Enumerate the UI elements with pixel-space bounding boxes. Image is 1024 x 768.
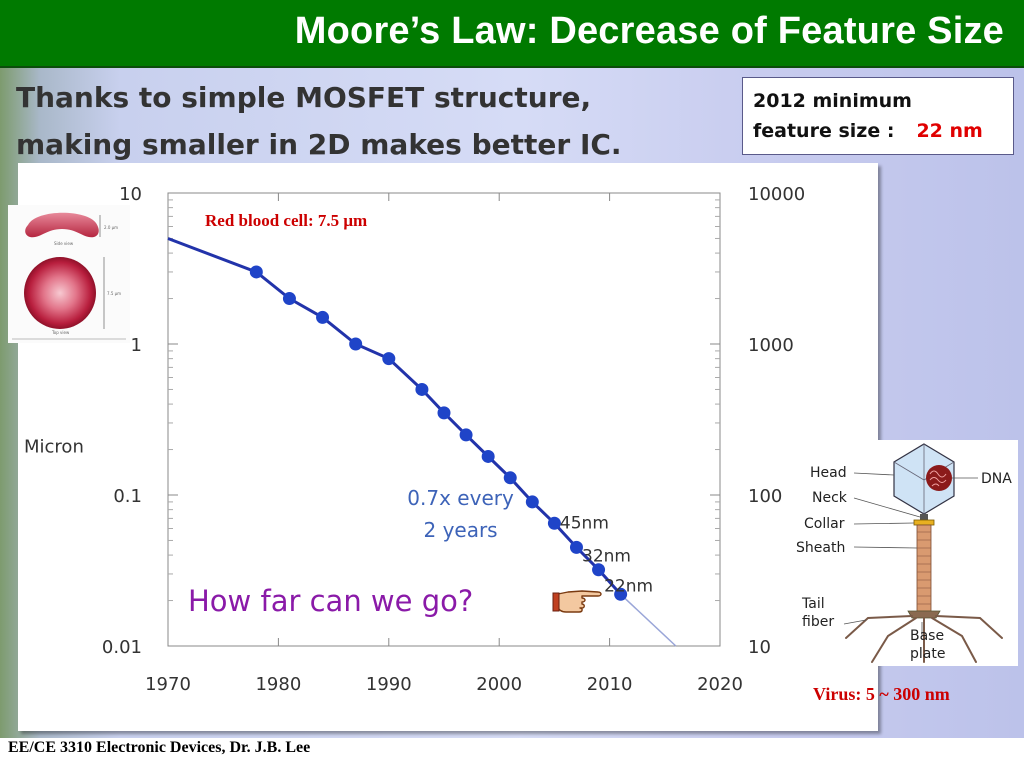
data-point [316,310,330,324]
y-axis-label-left: Micron [24,437,84,458]
data-point [349,337,363,351]
x-tick-label: 1970 [145,674,191,695]
y-tick-label-right: 10000 [748,184,805,205]
virus-label-dna: DNA [981,471,1012,487]
node-label-45nm: 45nm [560,513,609,533]
y-tick-label-left: 0.01 [102,637,142,658]
data-point [503,471,517,485]
plot-frame [167,192,721,647]
virus-label-head: Head [810,465,847,481]
pointing-hand-icon [552,586,604,616]
data-point [459,428,473,442]
data-point [569,540,583,554]
y-tick-label-right: 1000 [748,335,794,356]
data-point [282,292,296,306]
virus-label-tail: Tail [801,596,825,612]
feature-size-box: 2012 minimum feature size : 22 nm [742,77,1014,155]
feature-size-line-2: feature size : [753,120,895,142]
subtitle-line-1: Thanks to simple MOSFET structure, [16,81,592,114]
series-line [167,237,622,596]
data-point [415,382,429,396]
chart-panel: 1970 1980 1990 2000 2010 2020 10 1 0.1 0.01 10000 1… [18,163,878,731]
x-tick-label: 2020 [697,674,743,695]
data-point [249,265,263,279]
y-tick-label-right: 10 [748,637,771,658]
feature-size-line-1: 2012 minimum [753,90,912,112]
red-blood-cell-image: 2.0 µm Side view 7.5 µm Top view [8,205,130,343]
virus-caption: Virus: 5 ~ 300 nm [813,684,950,704]
title-bar: Moore’s Law: Decrease of Feature Size [0,0,1024,68]
virus-label-sheath: Sheath [796,540,845,556]
subtitle: Thanks to simple MOSFET structure, makin… [16,74,716,168]
page-title: Moore’s Law: Decrease of Feature Size [294,10,1004,52]
virus-label-base: Base [910,628,944,644]
svg-text:Top view: Top view [51,330,70,335]
extrapolation-line [620,593,677,647]
y-tick-label-left: 1 [131,335,142,356]
footer: EE/CE 3310 Electronic Devices, Dr. J.B. … [8,739,311,756]
question-text: How far can we go? [188,584,474,618]
data-point [437,406,451,420]
rate-annotation-line-1: 0.7x every [407,486,514,510]
virus-label-collar: Collar [804,516,845,532]
node-label-22nm: 22nm [604,577,653,597]
moores-law-chart: 1970 1980 1990 2000 2010 20201010.10.01100001… [24,184,862,695]
svg-text:7.5 µm: 7.5 µm [107,291,121,296]
virus-label-fiber: fiber [802,614,834,630]
x-tick-label: 2010 [587,674,633,695]
node-label-32nm: 32nm [582,546,631,566]
subtitle-line-2: making smaller in 2D makes better IC. [16,128,622,161]
data-point [592,563,606,577]
svg-text:2.0 µm: 2.0 µm [104,225,118,230]
y-tick-label-left: 10 [119,184,142,205]
y-tick-label-left: 0.1 [113,486,142,507]
svg-text:Side view: Side view [54,241,74,246]
x-tick-label: 1990 [366,674,412,695]
rate-annotation-line-2: 2 years [423,518,497,542]
data-point [614,587,628,601]
x-tick-label: 1980 [255,674,301,695]
data-point [481,449,495,463]
x-tick-label: 2000 [476,674,522,695]
virus-label-neck: Neck [812,490,848,506]
virus-label-plate: plate [910,646,945,662]
data-point [525,495,539,509]
virus-image: Head Neck Collar Sheath Tail fiber Base … [796,440,1018,666]
data-point [382,352,396,366]
data-point [547,516,561,530]
feature-size-value: 22 nm [916,120,983,142]
y-tick-label-right: 100 [748,486,782,507]
red-blood-cell-label: Red blood cell: 7.5 μm [205,211,368,230]
